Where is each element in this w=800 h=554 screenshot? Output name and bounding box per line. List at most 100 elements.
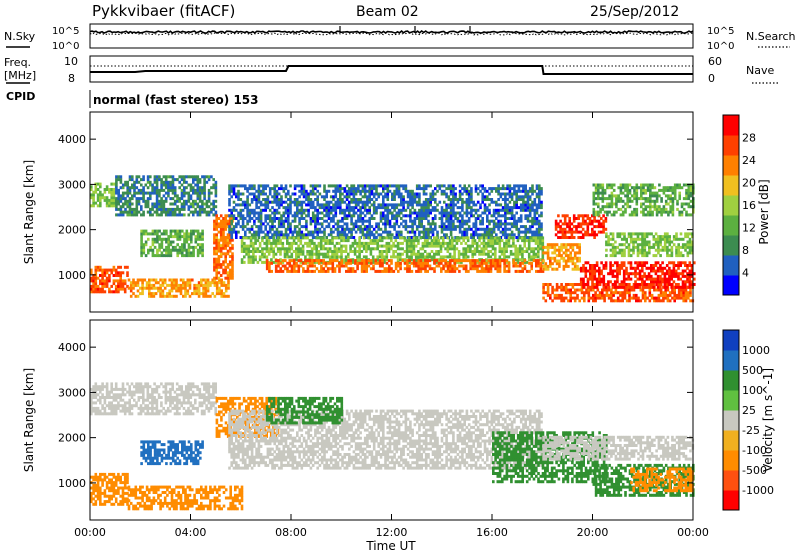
- echo-cell: [368, 227, 371, 231]
- echo-cell: [280, 187, 283, 191]
- echo-cell: [526, 198, 530, 201]
- echo-cell: [682, 288, 685, 292]
- echo-cell: [356, 255, 359, 259]
- echo-cell: [207, 175, 211, 179]
- echo-cell: [277, 203, 281, 207]
- echo-cell: [224, 255, 227, 258]
- echo-cell: [445, 187, 448, 191]
- echo-cell: [202, 292, 205, 296]
- echo-cell: [354, 259, 357, 263]
- echo-cell: [555, 296, 559, 300]
- echo-cell: [153, 210, 157, 214]
- echo-cell: [110, 284, 113, 288]
- echo-cell: [664, 288, 667, 292]
- echo-cell: [648, 293, 652, 297]
- echo-cell: [273, 184, 276, 188]
- echo-cell: [167, 207, 170, 211]
- echo-cell: [518, 244, 522, 248]
- echo-cell: [226, 236, 230, 239]
- echo-cell: [428, 252, 431, 256]
- echo-cell: [159, 289, 162, 293]
- echo-cell: [489, 250, 493, 253]
- echo-cell: [582, 269, 585, 273]
- echo-cell: [298, 230, 301, 234]
- echo-cell: [496, 269, 500, 273]
- echo-cell: [313, 264, 316, 268]
- echo-cell: [131, 197, 134, 201]
- echo-cell: [374, 261, 377, 265]
- echo-cell: [286, 247, 289, 251]
- echo-cell: [142, 248, 146, 252]
- echo-cell: [422, 217, 426, 220]
- echo-cell: [390, 261, 393, 265]
- echo-cell: [538, 184, 541, 188]
- echo-cell: [323, 198, 326, 201]
- echo-cell: [584, 261, 588, 265]
- echo-cell: [445, 233, 448, 237]
- echo-cell: [141, 292, 144, 296]
- echo-cell: [586, 261, 590, 265]
- echo-cell: [194, 199, 197, 203]
- echo-cell: [404, 208, 408, 212]
- echo-cell: [475, 250, 479, 253]
- echo-cell: [358, 241, 361, 245]
- echo-cell: [564, 285, 568, 289]
- echo-cell: [226, 222, 230, 226]
- echo-cell: [440, 219, 444, 223]
- echo-cell: [482, 252, 486, 256]
- echo-cell: [224, 257, 227, 261]
- echo-cell: [542, 259, 545, 263]
- echo-cell: [422, 230, 426, 234]
- echo-cell: [339, 195, 342, 199]
- echo-cell: [273, 192, 276, 196]
- cpid-value: normal (fast stereo) 153: [93, 93, 259, 107]
- echo-cell: [402, 206, 405, 210]
- echo-cell: [361, 211, 365, 215]
- echo-cell: [603, 296, 606, 300]
- echo-cell: [230, 195, 233, 199]
- echo-cell: [400, 217, 403, 220]
- echo-cell: [618, 264, 621, 267]
- echo-cell: [440, 259, 443, 263]
- echo-cell: [187, 183, 191, 187]
- echo-cell: [470, 200, 473, 204]
- echo-cell: [319, 241, 323, 245]
- echo-cell: [476, 267, 479, 271]
- echo-cell: [257, 236, 261, 239]
- echo-cell: [390, 244, 393, 248]
- echo-cell: [287, 208, 290, 212]
- echo-cell: [680, 293, 683, 297]
- echo-cell: [638, 272, 642, 276]
- echo-cell: [521, 250, 524, 253]
- echo-cell: [326, 241, 330, 245]
- echo-cell: [504, 222, 507, 226]
- echo-cell: [478, 264, 481, 268]
- echo-cell: [531, 222, 534, 226]
- echo-cell: [287, 233, 290, 237]
- echo-cell: [121, 205, 125, 209]
- echo-cell: [643, 272, 646, 276]
- echo-cell: [505, 260, 508, 264]
- echo-cell: [401, 259, 405, 263]
- echo-cell: [625, 277, 628, 281]
- echo-cell: [215, 263, 218, 267]
- echo-cell: [501, 184, 505, 188]
- echo-cell: [277, 200, 281, 204]
- echo-cell: [440, 261, 443, 265]
- echo-cell: [630, 288, 633, 292]
- echo-cell: [519, 219, 523, 223]
- echo-cell: [135, 205, 139, 209]
- echo-cell: [230, 227, 233, 231]
- echo-cell: [201, 254, 204, 258]
- echo-cell: [128, 207, 132, 211]
- echo-cell: [306, 264, 310, 268]
- echo-cell: [334, 203, 338, 207]
- echo-cell: [363, 264, 366, 268]
- echo-cell: [375, 230, 378, 234]
- echo-cell: [103, 268, 107, 272]
- echo-cell: [430, 241, 434, 245]
- echo-cell: [449, 259, 452, 263]
- echo-cell: [404, 184, 408, 188]
- echo-cell: [530, 264, 533, 268]
- echo-cell: [162, 199, 166, 203]
